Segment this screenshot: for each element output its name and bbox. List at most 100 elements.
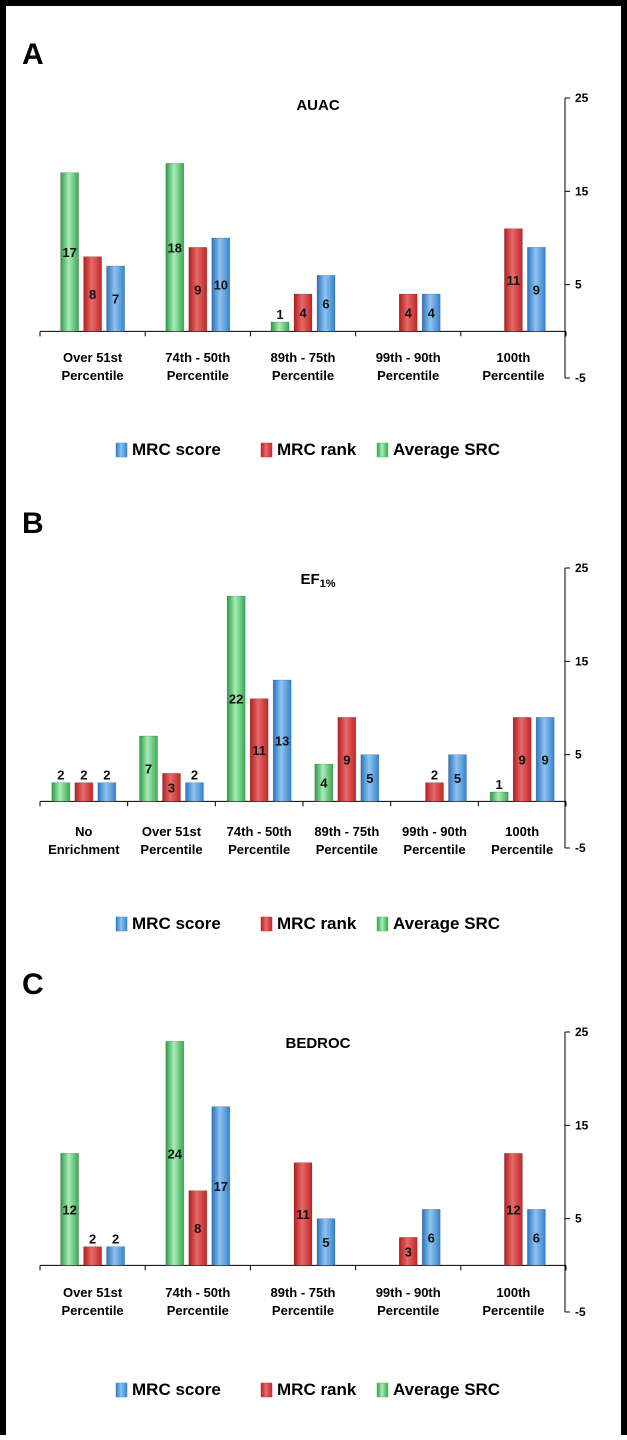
legend-swatch-mrc-score [115,442,128,458]
data-label: 5 [322,1235,329,1250]
legend-label: MRC rank [277,1380,357,1399]
x-tick-label: Percentile [377,1303,439,1318]
x-tick-label: Percentile [272,368,334,383]
y-tick-label: -5 [575,1305,586,1319]
data-label: 17 [62,245,76,260]
bar-average-src [226,595,246,802]
x-tick-label: Over 51st [63,1285,123,1300]
y-tick-label: 5 [575,1212,582,1226]
x-tick-label: Over 51st [142,824,202,839]
data-label: 3 [168,780,175,795]
data-label: 1 [496,777,503,792]
bar-average-src [60,172,79,332]
x-tick-label: Percentile [140,842,202,857]
data-label: 6 [533,1230,540,1245]
legend-swatch-mrc-score [115,1382,128,1398]
x-tick-label: 99th - 90th [402,824,467,839]
bar-average-src [489,791,509,802]
x-tick-label: 100th [496,350,530,365]
data-label: 4 [405,306,413,321]
data-label: 5 [366,771,373,786]
data-label: 2 [80,768,87,783]
chart-legend: MRC score MRC rank Average SRC [115,914,500,933]
data-label: 8 [89,287,96,302]
y-tick-label: 15 [575,184,589,198]
x-tick-label: Percentile [482,368,544,383]
x-tick-label: 100th [505,824,539,839]
x-tick-label: Percentile [228,842,290,857]
data-label: 7 [145,762,152,777]
data-label: 2 [103,768,110,783]
bar-average-src [165,163,185,332]
legend-label: Average SRC [393,440,500,459]
data-label: 22 [229,692,243,707]
bar-mrc-score [448,754,467,802]
x-tick-label: Percentile [491,842,553,857]
data-label: 9 [533,282,540,297]
legend-label: MRC score [132,440,221,459]
x-tick-label: 74th - 50th [165,350,230,365]
bar-mrc-rank [398,293,418,332]
data-label: 2 [431,768,438,783]
bar-average-src [51,782,71,802]
bar-mrc-rank [83,256,102,332]
data-label: 8 [194,1221,201,1236]
data-label: 9 [519,752,526,767]
data-label: 4 [320,776,328,791]
data-label: 13 [275,734,289,749]
bar-mrc-rank [249,698,269,802]
x-tick-label: 99th - 90th [376,350,441,365]
bar-mrc-rank [504,228,523,332]
legend-swatch-mrc-rank [260,916,273,932]
bar-mrc-score [185,782,204,802]
bar-mrc-rank [293,293,313,332]
x-tick-label: 89th - 75th [314,824,379,839]
legend-label: MRC score [132,1380,221,1399]
data-label: 24 [168,1146,183,1161]
data-label: 6 [428,1230,435,1245]
data-label: 6 [322,296,329,311]
bar-mrc-score [272,679,292,802]
bar-mrc-score [316,1218,336,1266]
x-tick-label: Percentile [403,842,465,857]
data-label: 9 [542,752,549,767]
bar-mrc-score [421,1209,441,1266]
data-label: 9 [194,282,201,297]
chart-title: EF1% [300,571,335,590]
chart-panel-c: C BEDROC 25 15 5 -5 12 2 2 Over 51st Percentile 24 8… [22,968,589,1399]
legend-label: Average SRC [393,1380,500,1399]
bar-mrc-rank [425,782,444,802]
chart-title: AUAC [296,97,339,114]
bar-mrc-rank [162,773,181,802]
chart-panel-a: A AUAC 25 15 5 -5 17 8 7 Over 51st Percentile 18 9 10… [22,38,589,459]
x-tick-label: Enrichment [48,842,120,857]
bar-mrc-score [535,717,555,802]
y-tick-label: 5 [575,748,582,762]
bar-average-src [314,763,334,802]
bar-mrc-rank [188,247,208,332]
panel-label: C [22,968,44,1001]
x-tick-label: Percentile [167,1303,229,1318]
bar-mrc-score [211,1106,231,1266]
legend-label: MRC score [132,914,221,933]
y-tick-label: 15 [575,1118,589,1132]
bar-mrc-score [360,754,380,802]
x-tick-label: 74th - 50th [227,824,292,839]
chart-legend: MRC score MRC rank Average SRC [115,1380,500,1399]
x-tick-label: No [75,824,92,839]
bar-average-src [60,1153,79,1266]
data-label: 3 [405,1244,412,1259]
chart-legend: MRC score MRC rank Average SRC [115,440,500,459]
bar-mrc-rank [398,1237,418,1266]
x-tick-label: Over 51st [63,350,123,365]
panel-label: A [22,38,44,71]
x-tick-label: Percentile [272,1303,334,1318]
y-tick-label: -5 [575,841,586,855]
bar-mrc-score [421,293,441,332]
y-tick-label: 25 [575,1025,589,1039]
data-label: 10 [214,278,228,293]
data-label: 12 [62,1202,76,1217]
bar-mrc-score [211,237,231,332]
